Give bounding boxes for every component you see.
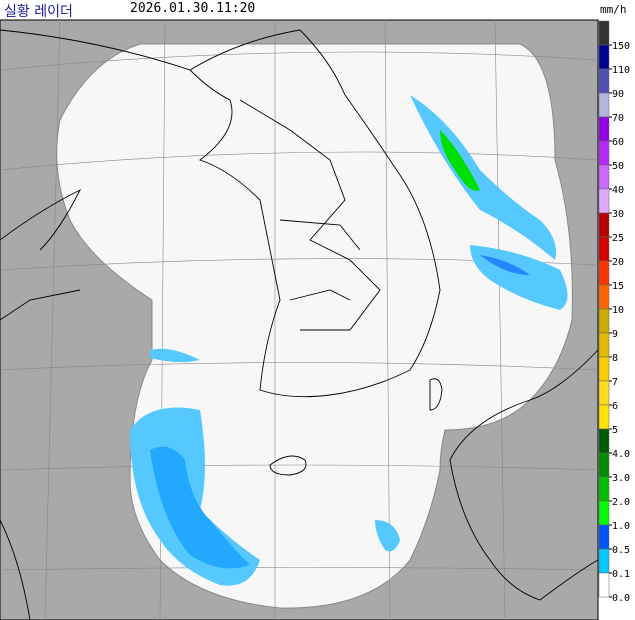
legend-label: 10: [612, 305, 624, 316]
legend-swatch: [598, 188, 610, 214]
legend-swatch: [598, 548, 610, 574]
legend-label: 9: [612, 329, 618, 340]
legend-label: 15: [612, 281, 624, 292]
legend-swatch: [598, 164, 610, 190]
legend-label: 0.0: [612, 593, 630, 604]
legend-swatch: [598, 68, 610, 94]
legend-label: 70: [612, 113, 624, 124]
legend-label: 3.0: [612, 473, 630, 484]
legend-label: 0.1: [612, 569, 630, 580]
legend-swatch: [598, 92, 610, 118]
legend-swatch: [598, 380, 610, 406]
legend-swatch: [598, 524, 610, 550]
legend-swatch: [598, 212, 610, 238]
legend-label: 4.0: [612, 449, 630, 460]
legend-swatch: [598, 116, 610, 142]
legend-label: 8: [612, 353, 618, 364]
legend-swatch: [598, 356, 610, 382]
timestamp: 2026.01.30.11:20: [130, 1, 256, 16]
legend-label: 90: [612, 89, 624, 100]
legend-label: 2.0: [612, 497, 630, 508]
legend-swatch: [598, 308, 610, 334]
legend-swatch: [598, 20, 610, 46]
legend-label: 40: [612, 185, 624, 196]
unit-label: mm/h: [600, 3, 627, 16]
legend-swatch: [598, 236, 610, 262]
legend-label: 110: [612, 65, 630, 76]
legend-label: 20: [612, 257, 624, 268]
coastline: [0, 29, 599, 620]
legend-swatch: [598, 572, 610, 598]
legend-swatch: [598, 452, 610, 478]
legend-label: 0.5: [612, 545, 630, 556]
precipitation: [130, 95, 568, 586]
legend-swatch: [598, 500, 610, 526]
legend-label: 7: [612, 377, 618, 388]
legend-label: 5: [612, 425, 618, 436]
legend-label: 150: [612, 41, 630, 52]
legend-swatch: [598, 44, 610, 70]
legend-label: 50: [612, 161, 624, 172]
legend-swatch: [598, 476, 610, 502]
legend-swatch: [598, 284, 610, 310]
legend-swatch: [598, 332, 610, 358]
legend-label: 6: [612, 401, 618, 412]
legend-swatch: [598, 404, 610, 430]
page-title: 실황 레이더: [4, 4, 73, 20]
legend-swatch: [598, 428, 610, 454]
legend-label: 25: [612, 233, 624, 244]
legend-swatch: [598, 260, 610, 286]
legend-swatch: [598, 140, 610, 166]
legend-label: 60: [612, 137, 624, 148]
legend-label: 30: [612, 209, 624, 220]
legend-label: 1.0: [612, 521, 630, 532]
